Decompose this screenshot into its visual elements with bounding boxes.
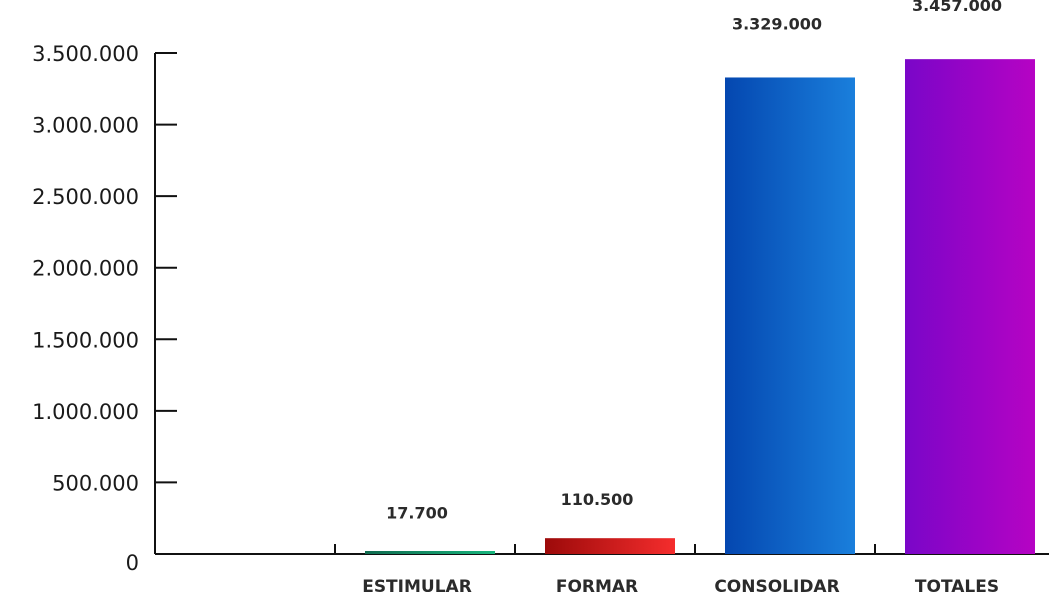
y-tick-label: 2.500.000 [32,185,139,209]
category-labels: ESTIMULAR FORMAR CONSOLIDAR TOTALES [362,577,999,597]
bars [365,59,1035,555]
data-label: 17.700 [386,503,448,522]
category-label: ESTIMULAR [362,577,472,597]
bar-totales [905,59,1035,554]
data-label: 110.500 [561,490,634,509]
bar-consolidar [725,77,855,555]
y-tick-label: 1.500.000 [32,328,139,352]
category-label: CONSOLIDAR [714,577,839,597]
y-tick-label: 3.000.000 [32,114,139,138]
data-labels: 17.700 110.500 3.329.000 3.457.000 [386,0,1002,522]
y-tick-label: 2.000.000 [32,257,139,281]
y-tick-label: 0 [126,551,139,575]
data-label: 3.329.000 [732,14,822,33]
y-tick-label: 1.000.000 [32,400,139,424]
bar-estimular [365,551,495,554]
y-tick-label: 3.500.000 [32,42,139,66]
bar-formar [545,538,675,554]
y-tick-label: 500.000 [52,471,139,495]
y-axis: 0 500.000 1.000.000 1.500.000 2.000.000 2.500… [32,42,177,575]
category-label: FORMAR [556,577,638,597]
category-label: TOTALES [915,577,999,597]
data-label: 3.457.000 [912,0,1002,15]
